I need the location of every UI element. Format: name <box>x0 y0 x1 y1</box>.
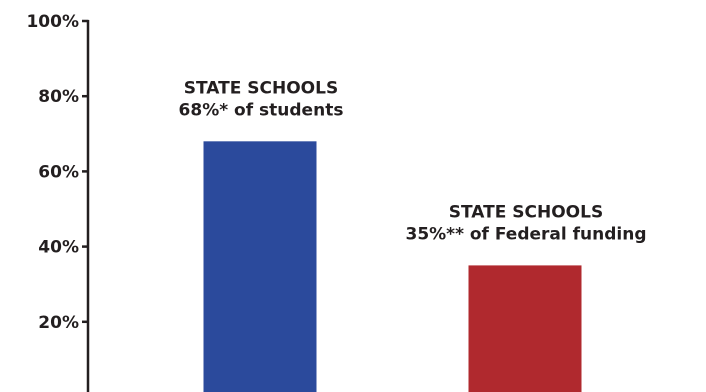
bar-annotation-title: STATE SCHOOLS <box>184 78 338 98</box>
y-tick-label: 100% <box>26 12 79 32</box>
bar <box>468 265 582 392</box>
y-tick-label: 60% <box>38 162 79 182</box>
bar <box>203 141 317 392</box>
bar-annotation-subtitle: 35%** of Federal funding <box>405 224 646 244</box>
y-tick-label: 20% <box>38 313 79 333</box>
bar-annotation-title: STATE SCHOOLS <box>449 202 603 222</box>
y-tick-label: 80% <box>38 87 79 107</box>
bar-annotation-subtitle: 68%* of students <box>179 100 344 120</box>
y-tick-label: 40% <box>38 238 79 258</box>
y-axis: 100% 80% 60% 40% 20% <box>26 12 90 392</box>
bars <box>203 141 582 392</box>
